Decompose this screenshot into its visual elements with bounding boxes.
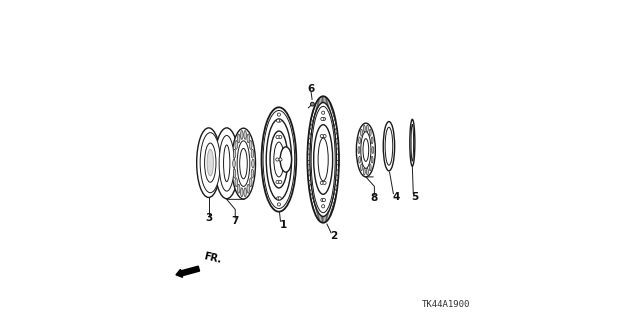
Text: 1: 1 (280, 220, 287, 230)
Ellipse shape (205, 143, 216, 182)
Ellipse shape (277, 113, 280, 116)
Ellipse shape (251, 149, 253, 158)
Ellipse shape (237, 141, 250, 186)
Ellipse shape (237, 184, 240, 193)
Ellipse shape (234, 169, 236, 178)
Text: 2: 2 (331, 231, 338, 241)
Ellipse shape (321, 205, 324, 208)
Ellipse shape (251, 169, 253, 178)
Ellipse shape (241, 130, 243, 139)
Ellipse shape (219, 136, 234, 191)
Ellipse shape (364, 125, 365, 132)
Ellipse shape (360, 164, 362, 171)
Ellipse shape (411, 124, 413, 161)
Ellipse shape (320, 135, 323, 138)
Text: TK44A1900: TK44A1900 (422, 300, 470, 309)
Ellipse shape (250, 178, 252, 187)
Ellipse shape (360, 129, 362, 136)
Ellipse shape (372, 146, 374, 153)
Ellipse shape (247, 134, 250, 143)
Ellipse shape (310, 102, 314, 106)
Ellipse shape (318, 138, 328, 181)
Ellipse shape (200, 133, 220, 193)
Ellipse shape (358, 156, 360, 163)
Ellipse shape (247, 184, 250, 193)
Ellipse shape (369, 129, 371, 136)
Ellipse shape (367, 125, 369, 132)
Text: 5: 5 (412, 192, 419, 202)
Ellipse shape (233, 159, 236, 168)
Ellipse shape (196, 128, 221, 197)
Ellipse shape (232, 128, 255, 199)
Ellipse shape (207, 149, 213, 176)
Ellipse shape (410, 119, 415, 166)
Ellipse shape (321, 111, 324, 114)
Text: 3: 3 (205, 213, 212, 223)
Ellipse shape (323, 135, 326, 138)
Ellipse shape (358, 137, 360, 144)
Ellipse shape (369, 164, 371, 171)
Ellipse shape (311, 106, 335, 213)
Ellipse shape (278, 180, 282, 183)
Ellipse shape (323, 158, 326, 161)
Ellipse shape (276, 197, 280, 200)
Ellipse shape (358, 146, 360, 153)
Ellipse shape (321, 198, 324, 202)
Ellipse shape (235, 178, 237, 187)
Ellipse shape (276, 180, 279, 183)
Ellipse shape (270, 131, 288, 188)
Ellipse shape (276, 136, 279, 139)
Text: 7: 7 (232, 216, 239, 226)
Ellipse shape (320, 181, 323, 184)
Ellipse shape (244, 130, 246, 139)
Ellipse shape (323, 198, 326, 202)
Ellipse shape (279, 158, 282, 161)
Ellipse shape (323, 181, 326, 184)
Ellipse shape (237, 134, 240, 143)
Ellipse shape (356, 123, 375, 177)
Ellipse shape (385, 127, 393, 165)
Text: 8: 8 (371, 193, 378, 203)
Ellipse shape (278, 136, 282, 139)
Ellipse shape (244, 188, 246, 197)
Ellipse shape (235, 140, 237, 149)
Ellipse shape (280, 147, 292, 172)
Ellipse shape (364, 168, 365, 175)
Ellipse shape (323, 117, 326, 121)
FancyArrow shape (176, 266, 200, 277)
Ellipse shape (367, 168, 369, 175)
Ellipse shape (262, 107, 296, 212)
Ellipse shape (371, 137, 373, 144)
Ellipse shape (361, 132, 371, 168)
Ellipse shape (371, 156, 373, 163)
Ellipse shape (266, 119, 292, 200)
Ellipse shape (239, 148, 247, 179)
Ellipse shape (263, 110, 294, 209)
Ellipse shape (321, 117, 324, 121)
Ellipse shape (310, 103, 337, 216)
Ellipse shape (307, 96, 339, 223)
Ellipse shape (250, 140, 252, 149)
Ellipse shape (276, 158, 279, 161)
Ellipse shape (278, 197, 281, 200)
Text: 4: 4 (392, 192, 399, 202)
Ellipse shape (252, 159, 254, 168)
Ellipse shape (234, 149, 236, 158)
Ellipse shape (241, 188, 243, 197)
Ellipse shape (223, 145, 230, 182)
Ellipse shape (383, 122, 395, 171)
Ellipse shape (320, 158, 323, 161)
Text: FR.: FR. (203, 251, 223, 265)
Ellipse shape (274, 142, 284, 177)
Ellipse shape (314, 125, 333, 194)
Ellipse shape (277, 203, 280, 206)
Ellipse shape (276, 119, 280, 122)
Ellipse shape (363, 139, 369, 161)
Ellipse shape (214, 128, 239, 199)
Text: 6: 6 (308, 84, 315, 94)
Ellipse shape (278, 119, 281, 122)
